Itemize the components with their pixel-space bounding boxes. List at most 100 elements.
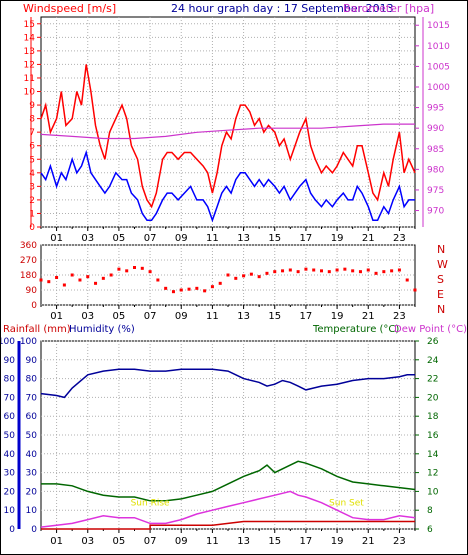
wind-tick-label: 3 [29,182,35,192]
direction-point [413,288,417,292]
wind-tick-label: 4 [29,169,35,179]
x-tick-label: 19 [331,311,344,322]
direction-point [187,287,191,291]
x-tick-label: 03 [81,311,94,322]
direction-point [351,269,355,273]
baro-tick-label: 985 [427,145,444,155]
direction-point [101,276,105,280]
baro-tick-label: 980 [427,165,444,175]
direction-point [374,271,378,275]
series-barometer [40,123,415,140]
temp-tick-label: 20 [427,393,439,403]
rain-tick-label: 40 [4,450,16,460]
x-tick-label: 17 [300,311,313,322]
humidity-tick-label: 0 [31,525,37,535]
direction-point [265,271,269,275]
humidity-tick-label: 50 [26,431,38,441]
direction-point [397,268,401,272]
direction-point [148,270,152,274]
direction-point [156,278,160,282]
direction-point [382,270,386,274]
temp-tick-label: 18 [427,412,439,422]
series-temperature [41,460,416,502]
annotations: Sun Rise Sun Set [131,499,365,509]
direction-point [203,289,207,293]
x-tick-label: 21 [362,233,375,244]
x-tick-label: 05 [113,536,126,547]
x-tick-label: 23 [393,311,406,322]
temp-tick-label: 26 [427,337,439,347]
wind-tick-label: 13 [24,47,35,57]
x-tick-label: 07 [144,233,157,244]
x-tick-label: 19 [331,233,344,244]
wind-tick-label: 8 [29,115,35,125]
baro-tick-label: 1010 [427,42,450,52]
direction-point [62,283,66,287]
direction-point [195,286,199,290]
rain-tick-label: 90 [4,356,16,366]
direction-point [226,273,230,277]
direction-point [171,290,175,294]
rain-tick-label: 0 [9,525,15,535]
wind-tick-label: 5 [29,155,35,165]
rain-tick-label: 50 [4,431,16,441]
temp-tick-label: 14 [427,450,439,460]
direction-point [218,281,222,285]
x-tick-label: 05 [113,233,126,244]
humidity-tick-label: 30 [26,469,38,479]
x-tick-label: 13 [237,536,250,547]
x-tick-label: 15 [268,311,281,322]
sun-annotation: Sun Rise [131,499,170,509]
rain-tick-label: 100 [1,337,15,347]
direction-point [78,278,82,282]
compass-label: W [437,258,448,271]
x-tick-label: 17 [300,536,313,547]
direction-point [117,267,121,271]
direction-point [86,275,90,279]
direction-point [390,269,394,273]
baro-tick-label: 1005 [427,62,450,72]
rain-tick-label: 10 [4,506,16,516]
baro-tick-label: 975 [427,186,444,196]
direction-point [133,266,136,269]
temp-tick-label: 24 [427,356,439,366]
x-tick-label: 01 [50,536,63,547]
direction-point [140,266,144,270]
wind-tick-label: 2 [29,196,35,206]
baro-tick-label: 995 [427,104,444,114]
temp-tick-label: 10 [427,487,439,497]
temp-tick-label: 16 [427,431,439,441]
direction-point [179,288,183,292]
humidity-tick-label: 60 [26,412,38,422]
direction-point [343,267,347,271]
x-tick-label: 09 [175,536,188,547]
direction-point [273,270,277,274]
humidity-tick-label: 90 [26,356,38,366]
wind-tick-label: 11 [24,74,35,84]
direction-point [249,272,253,276]
x-tick-label: 09 [175,233,188,244]
direction-point [304,267,308,271]
chart-title: 24 hour graph day : 17 September 2013 [171,2,394,15]
sun-annotation: Sun Set [329,499,364,509]
baro-tick-label: 1000 [427,83,450,93]
humidity-tick-label: 70 [26,393,38,403]
compass-label: N [437,243,445,256]
x-tick-label: 11 [206,233,219,244]
x-tick-label: 23 [393,233,406,244]
series-gust [40,64,416,209]
x-tick-label: 07 [144,536,157,547]
direction-point [257,275,261,279]
direction-point [210,285,214,289]
wind-tick-label: 6 [29,142,35,152]
gridlines [41,17,415,530]
series-humidity [40,368,415,399]
barometer-label: Barometer [hpa] [343,2,434,15]
baro-tick-label: 970 [427,207,444,217]
series-layer [39,64,417,530]
x-tick-label: 19 [331,536,344,547]
x-tick-label: 15 [268,233,281,244]
compass-label: N [437,303,445,316]
